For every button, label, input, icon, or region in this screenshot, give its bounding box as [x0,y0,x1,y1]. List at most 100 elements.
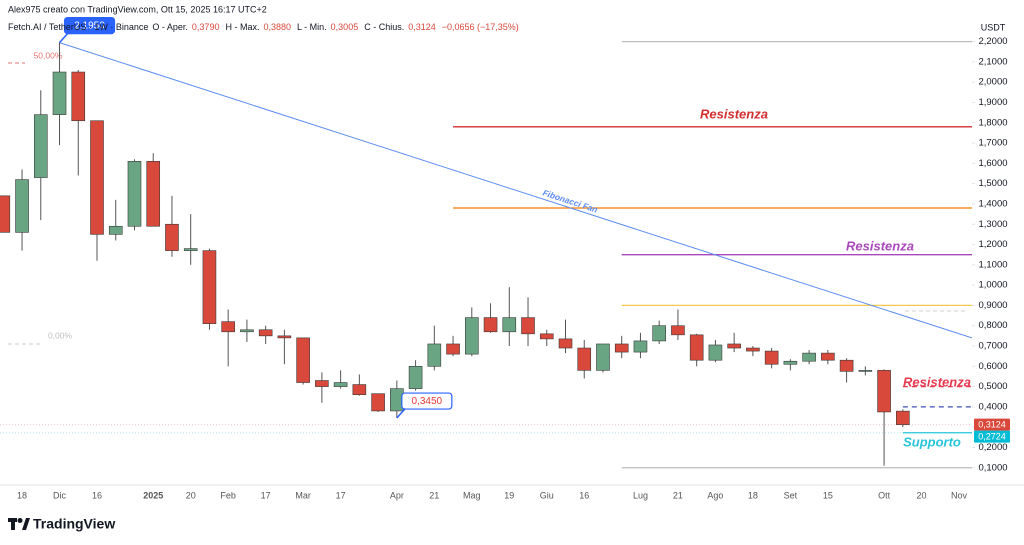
logo [8,518,30,530]
annotation-pointer [58,33,69,44]
level-label: Resistenza [846,238,914,253]
price-label-box [974,418,1010,431]
candle-body [52,71,67,115]
annotation-label: 2,1950 [74,21,105,32]
candle-body [614,343,629,353]
x-tick-label: Giu [540,490,554,500]
price-label: 0,3124 [978,420,1006,430]
x-tick-label: 21 [673,490,683,500]
y-tick-label: 0,8000 [978,320,1007,331]
y-tick-label: 0,9000 [978,300,1007,311]
y-tick-label: 1,8000 [978,117,1007,128]
candle-body [896,410,910,425]
x-tick-label: 20 [917,490,927,500]
fan-line [59,42,972,339]
x-tick-label: Mar [295,490,311,500]
y-tick-label: 1,4000 [978,198,1007,209]
x-tick-label: Feb [220,490,236,500]
change: −0,0656 (−17,35%) [441,22,519,32]
candle-body [839,359,854,372]
candle-body [0,195,11,233]
candle-body [165,223,179,251]
candle-body [258,329,273,337]
brand: TradingView [33,516,115,532]
candle-body [821,352,835,361]
candle-body [858,370,873,372]
candle-body [333,382,348,387]
y-tick-label: 0,1000 [978,462,1007,473]
ohlc-value: 0,3790 [191,22,220,32]
candle-body [33,114,48,178]
x-tick-label: Set [784,490,798,500]
candle-body [521,317,535,335]
x-tick-label: 16 [579,490,589,500]
ohlc-label: C - Chius. [364,22,405,32]
candle-body [483,317,498,333]
candle-body [108,225,123,235]
y-tick-label: 0,2000 [978,442,1007,453]
level-label: Resistenza [700,106,768,121]
ohlc-label: O - Aper. [152,22,188,32]
candle-body [15,179,29,233]
x-tick-label: Ago [707,490,723,500]
ohlc-label: H - Max. [225,22,260,32]
x-tick-label: 15 [823,490,833,500]
price-label-box [974,430,1010,443]
x-tick-label: Nov [951,490,968,500]
candle-body [71,71,86,122]
annotation-pointer [396,408,406,419]
y-tick-label: 0,7000 [978,341,1007,352]
y-tick-label: 1,5000 [978,178,1007,189]
candle-body [633,340,648,353]
y-tick-label: 2,2000 [978,36,1007,47]
candle-body [315,380,329,387]
candle-body [221,321,235,333]
candle-body [764,350,779,365]
x-tick-label: 20 [186,490,196,500]
x-tick-label: 17 [336,490,346,500]
x-tick-label: Lug [633,490,648,500]
annotation-box [401,392,453,410]
symbol-header: Fetch.AI / TetherUS · 1W · Binance O - Ap… [8,22,525,32]
candle-body [202,250,217,324]
x-tick-label: Ott [878,490,891,500]
candle-body [146,161,161,227]
candle-body [183,248,198,251]
candle-body [446,343,460,355]
y-tick-label: 0,5000 [978,381,1007,392]
ohlc-value: 0,3124 [408,22,436,32]
y-tick-label: 1,6000 [978,158,1007,169]
candle-body [408,365,423,389]
candle-body [577,347,592,371]
candle-body [727,343,741,349]
x-tick-label: 21 [429,490,439,500]
candle-body [746,347,760,352]
y-tick-label: 1,9000 [978,97,1007,108]
y-tick-label: 1,1000 [978,259,1007,270]
x-tick-label: Mag [463,490,481,500]
candle-body [558,338,573,349]
x-tick-label: 19 [504,490,514,500]
y-tick-label: 2,1000 [978,56,1007,67]
ohlc-value: 0,3005 [330,22,359,32]
credit: Alex975 creato con TradingView.com, Ott … [8,4,267,14]
y-tick-label: 1,2000 [978,239,1007,250]
annotation-box [63,17,116,35]
candle-body [671,325,685,336]
fan-level-label: 0,00% [48,330,73,340]
y-tick-label: 1,3000 [978,219,1007,230]
fan-level-label: 50,00% [34,50,63,60]
candle-body [240,329,254,333]
price-label: 0,2724 [978,432,1006,442]
ohlc-label: L - Min. [297,22,327,32]
candle-body [127,161,142,227]
candle-body [371,393,385,412]
x-tick-label: 2025 [143,490,163,500]
candle-body [596,343,610,371]
candle-body [708,344,723,361]
candle-body [296,337,310,383]
y-tick-label: 1,7000 [978,138,1007,149]
level-label: Supporto [903,434,961,449]
x-tick-label: 18 [17,490,27,500]
